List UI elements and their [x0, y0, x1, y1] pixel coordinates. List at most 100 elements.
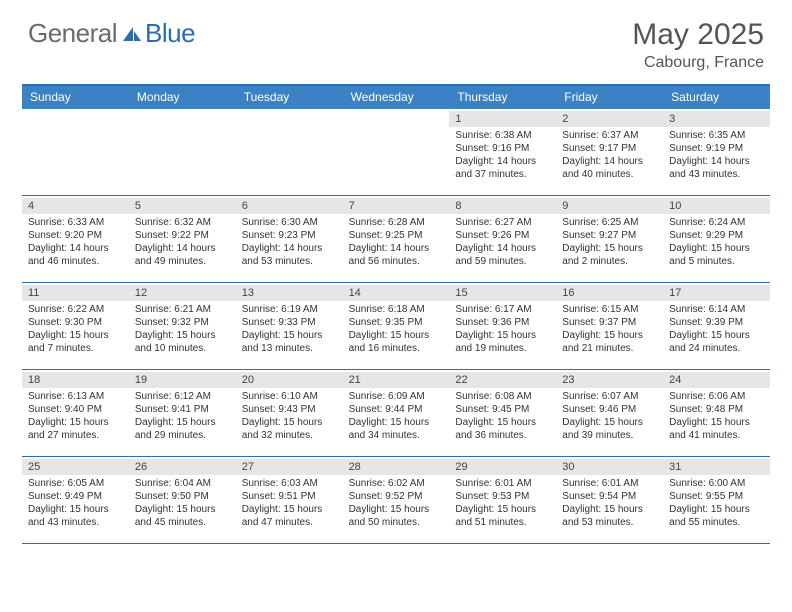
- day-info: Sunrise: 6:01 AMSunset: 9:54 PMDaylight:…: [562, 477, 659, 529]
- sunset-text: Sunset: 9:51 PM: [242, 490, 339, 503]
- day-info: Sunrise: 6:28 AMSunset: 9:25 PMDaylight:…: [349, 216, 446, 268]
- sunrise-text: Sunrise: 6:02 AM: [349, 477, 446, 490]
- day-info: Sunrise: 6:24 AMSunset: 9:29 PMDaylight:…: [669, 216, 766, 268]
- daylight-text: Daylight: 15 hours and 34 minutes.: [349, 416, 446, 442]
- day-number: 5: [129, 198, 236, 214]
- week-row: 25Sunrise: 6:05 AMSunset: 9:49 PMDayligh…: [22, 457, 770, 544]
- week-row: 1Sunrise: 6:38 AMSunset: 9:16 PMDaylight…: [22, 109, 770, 196]
- sunset-text: Sunset: 9:19 PM: [669, 142, 766, 155]
- day-info: Sunrise: 6:09 AMSunset: 9:44 PMDaylight:…: [349, 390, 446, 442]
- sunset-text: Sunset: 9:53 PM: [455, 490, 552, 503]
- day-header: Thursday: [449, 86, 556, 109]
- daylight-text: Daylight: 15 hours and 5 minutes.: [669, 242, 766, 268]
- day-info: Sunrise: 6:38 AMSunset: 9:16 PMDaylight:…: [455, 129, 552, 181]
- day-info: Sunrise: 6:37 AMSunset: 9:17 PMDaylight:…: [562, 129, 659, 181]
- day-number: 3: [663, 111, 770, 127]
- day-number: 12: [129, 285, 236, 301]
- day-number: 8: [449, 198, 556, 214]
- daylight-text: Daylight: 14 hours and 43 minutes.: [669, 155, 766, 181]
- daylight-text: Daylight: 14 hours and 40 minutes.: [562, 155, 659, 181]
- sunrise-text: Sunrise: 6:03 AM: [242, 477, 339, 490]
- day-cell: 25Sunrise: 6:05 AMSunset: 9:49 PMDayligh…: [22, 457, 129, 543]
- day-info: Sunrise: 6:22 AMSunset: 9:30 PMDaylight:…: [28, 303, 125, 355]
- daylight-text: Daylight: 15 hours and 45 minutes.: [135, 503, 232, 529]
- sunrise-text: Sunrise: 6:21 AM: [135, 303, 232, 316]
- day-cell: 21 Sunrise: 6:09 AMSunset: 9:44 PMDayligh…: [343, 370, 450, 456]
- sunrise-text: Sunrise: 6:12 AM: [135, 390, 232, 403]
- daylight-text: Daylight: 15 hours and 39 minutes.: [562, 416, 659, 442]
- daylight-text: Daylight: 15 hours and 41 minutes.: [669, 416, 766, 442]
- sunset-text: Sunset: 9:33 PM: [242, 316, 339, 329]
- daylight-text: Daylight: 14 hours and 46 minutes.: [28, 242, 125, 268]
- sunrise-text: Sunrise: 6:13 AM: [28, 390, 125, 403]
- day-info: Sunrise: 6:35 AMSunset: 9:19 PMDaylight:…: [669, 129, 766, 181]
- day-number: 27: [236, 459, 343, 475]
- location-label: Cabourg, France: [632, 54, 764, 72]
- day-number: 19: [129, 372, 236, 388]
- sunrise-text: Sunrise: 6:07 AM: [562, 390, 659, 403]
- day-info: Sunrise: 6:00 AMSunset: 9:55 PMDaylight:…: [669, 477, 766, 529]
- day-number: 17: [663, 285, 770, 301]
- day-cell: 16Sunrise: 6:15 AMSunset: 9:37 PMDayligh…: [556, 283, 663, 369]
- daylight-text: Daylight: 15 hours and 55 minutes.: [669, 503, 766, 529]
- day-header: Tuesday: [236, 86, 343, 109]
- day-info: Sunrise: 6:13 AMSunset: 9:40 PMDaylight:…: [28, 390, 125, 442]
- day-info: Sunrise: 6:02 AMSunset: 9:52 PMDaylight:…: [349, 477, 446, 529]
- daylight-text: Daylight: 15 hours and 43 minutes.: [28, 503, 125, 529]
- day-info: Sunrise: 6:05 AMSunset: 9:49 PMDaylight:…: [28, 477, 125, 529]
- sunrise-text: Sunrise: 6:33 AM: [28, 216, 125, 229]
- day-header: Monday: [129, 86, 236, 109]
- sunrise-text: Sunrise: 6:19 AM: [242, 303, 339, 316]
- day-cell: 11Sunrise: 6:22 AMSunset: 9:30 PMDayligh…: [22, 283, 129, 369]
- day-cell: 2 Sunrise: 6:37 AMSunset: 9:17 PMDaylight…: [556, 109, 663, 195]
- day-number: 21: [343, 372, 450, 388]
- sunset-text: Sunset: 9:44 PM: [349, 403, 446, 416]
- sunset-text: Sunset: 9:39 PM: [669, 316, 766, 329]
- sunset-text: Sunset: 9:22 PM: [135, 229, 232, 242]
- daylight-text: Daylight: 15 hours and 53 minutes.: [562, 503, 659, 529]
- daylight-text: Daylight: 15 hours and 36 minutes.: [455, 416, 552, 442]
- sunrise-text: Sunrise: 6:37 AM: [562, 129, 659, 142]
- month-title: May 2025: [632, 18, 764, 52]
- sunset-text: Sunset: 9:16 PM: [455, 142, 552, 155]
- sunrise-text: Sunrise: 6:06 AM: [669, 390, 766, 403]
- sunset-text: Sunset: 9:54 PM: [562, 490, 659, 503]
- day-cell: [129, 109, 236, 195]
- sunrise-text: Sunrise: 6:30 AM: [242, 216, 339, 229]
- day-cell: 22Sunrise: 6:08 AMSunset: 9:45 PMDayligh…: [449, 370, 556, 456]
- day-cell: 23Sunrise: 6:07 AMSunset: 9:46 PMDayligh…: [556, 370, 663, 456]
- daylight-text: Daylight: 15 hours and 16 minutes.: [349, 329, 446, 355]
- day-number: 2: [556, 111, 663, 127]
- day-cell: 1Sunrise: 6:38 AMSunset: 9:16 PMDaylight…: [449, 109, 556, 195]
- day-cell: 6Sunrise: 6:30 AMSunset: 9:23 PMDaylight…: [236, 196, 343, 282]
- daylight-text: Daylight: 15 hours and 24 minutes.: [669, 329, 766, 355]
- day-info: Sunrise: 6:27 AMSunset: 9:26 PMDaylight:…: [455, 216, 552, 268]
- sunset-text: Sunset: 9:40 PM: [28, 403, 125, 416]
- sunrise-text: Sunrise: 6:18 AM: [349, 303, 446, 316]
- day-number: 28: [343, 459, 450, 475]
- day-info: Sunrise: 6:04 AMSunset: 9:50 PMDaylight:…: [135, 477, 232, 529]
- day-number: 10: [663, 198, 770, 214]
- daylight-text: Daylight: 14 hours and 49 minutes.: [135, 242, 232, 268]
- daylight-text: Daylight: 15 hours and 10 minutes.: [135, 329, 232, 355]
- day-info: Sunrise: 6:07 AMSunset: 9:46 PMDaylight:…: [562, 390, 659, 442]
- sunrise-text: Sunrise: 6:24 AM: [669, 216, 766, 229]
- day-header: Sunday: [22, 86, 129, 109]
- sunset-text: Sunset: 9:17 PM: [562, 142, 659, 155]
- daylight-text: Daylight: 15 hours and 21 minutes.: [562, 329, 659, 355]
- day-number: 30: [556, 459, 663, 475]
- week-row: 4Sunrise: 6:33 AMSunset: 9:20 PMDaylight…: [22, 196, 770, 283]
- day-number: 31: [663, 459, 770, 475]
- sunrise-text: Sunrise: 6:32 AM: [135, 216, 232, 229]
- day-cell: 15Sunrise: 6:17 AMSunset: 9:36 PMDayligh…: [449, 283, 556, 369]
- day-header: Friday: [556, 86, 663, 109]
- sunrise-text: Sunrise: 6:25 AM: [562, 216, 659, 229]
- sunset-text: Sunset: 9:36 PM: [455, 316, 552, 329]
- sunset-text: Sunset: 9:20 PM: [28, 229, 125, 242]
- day-number: 14: [343, 285, 450, 301]
- sunset-text: Sunset: 9:50 PM: [135, 490, 232, 503]
- day-info: Sunrise: 6:06 AMSunset: 9:48 PMDaylight:…: [669, 390, 766, 442]
- day-cell: 18Sunrise: 6:13 AMSunset: 9:40 PMDayligh…: [22, 370, 129, 456]
- day-number: 4: [22, 198, 129, 214]
- brand-text-blue: Blue: [145, 18, 195, 49]
